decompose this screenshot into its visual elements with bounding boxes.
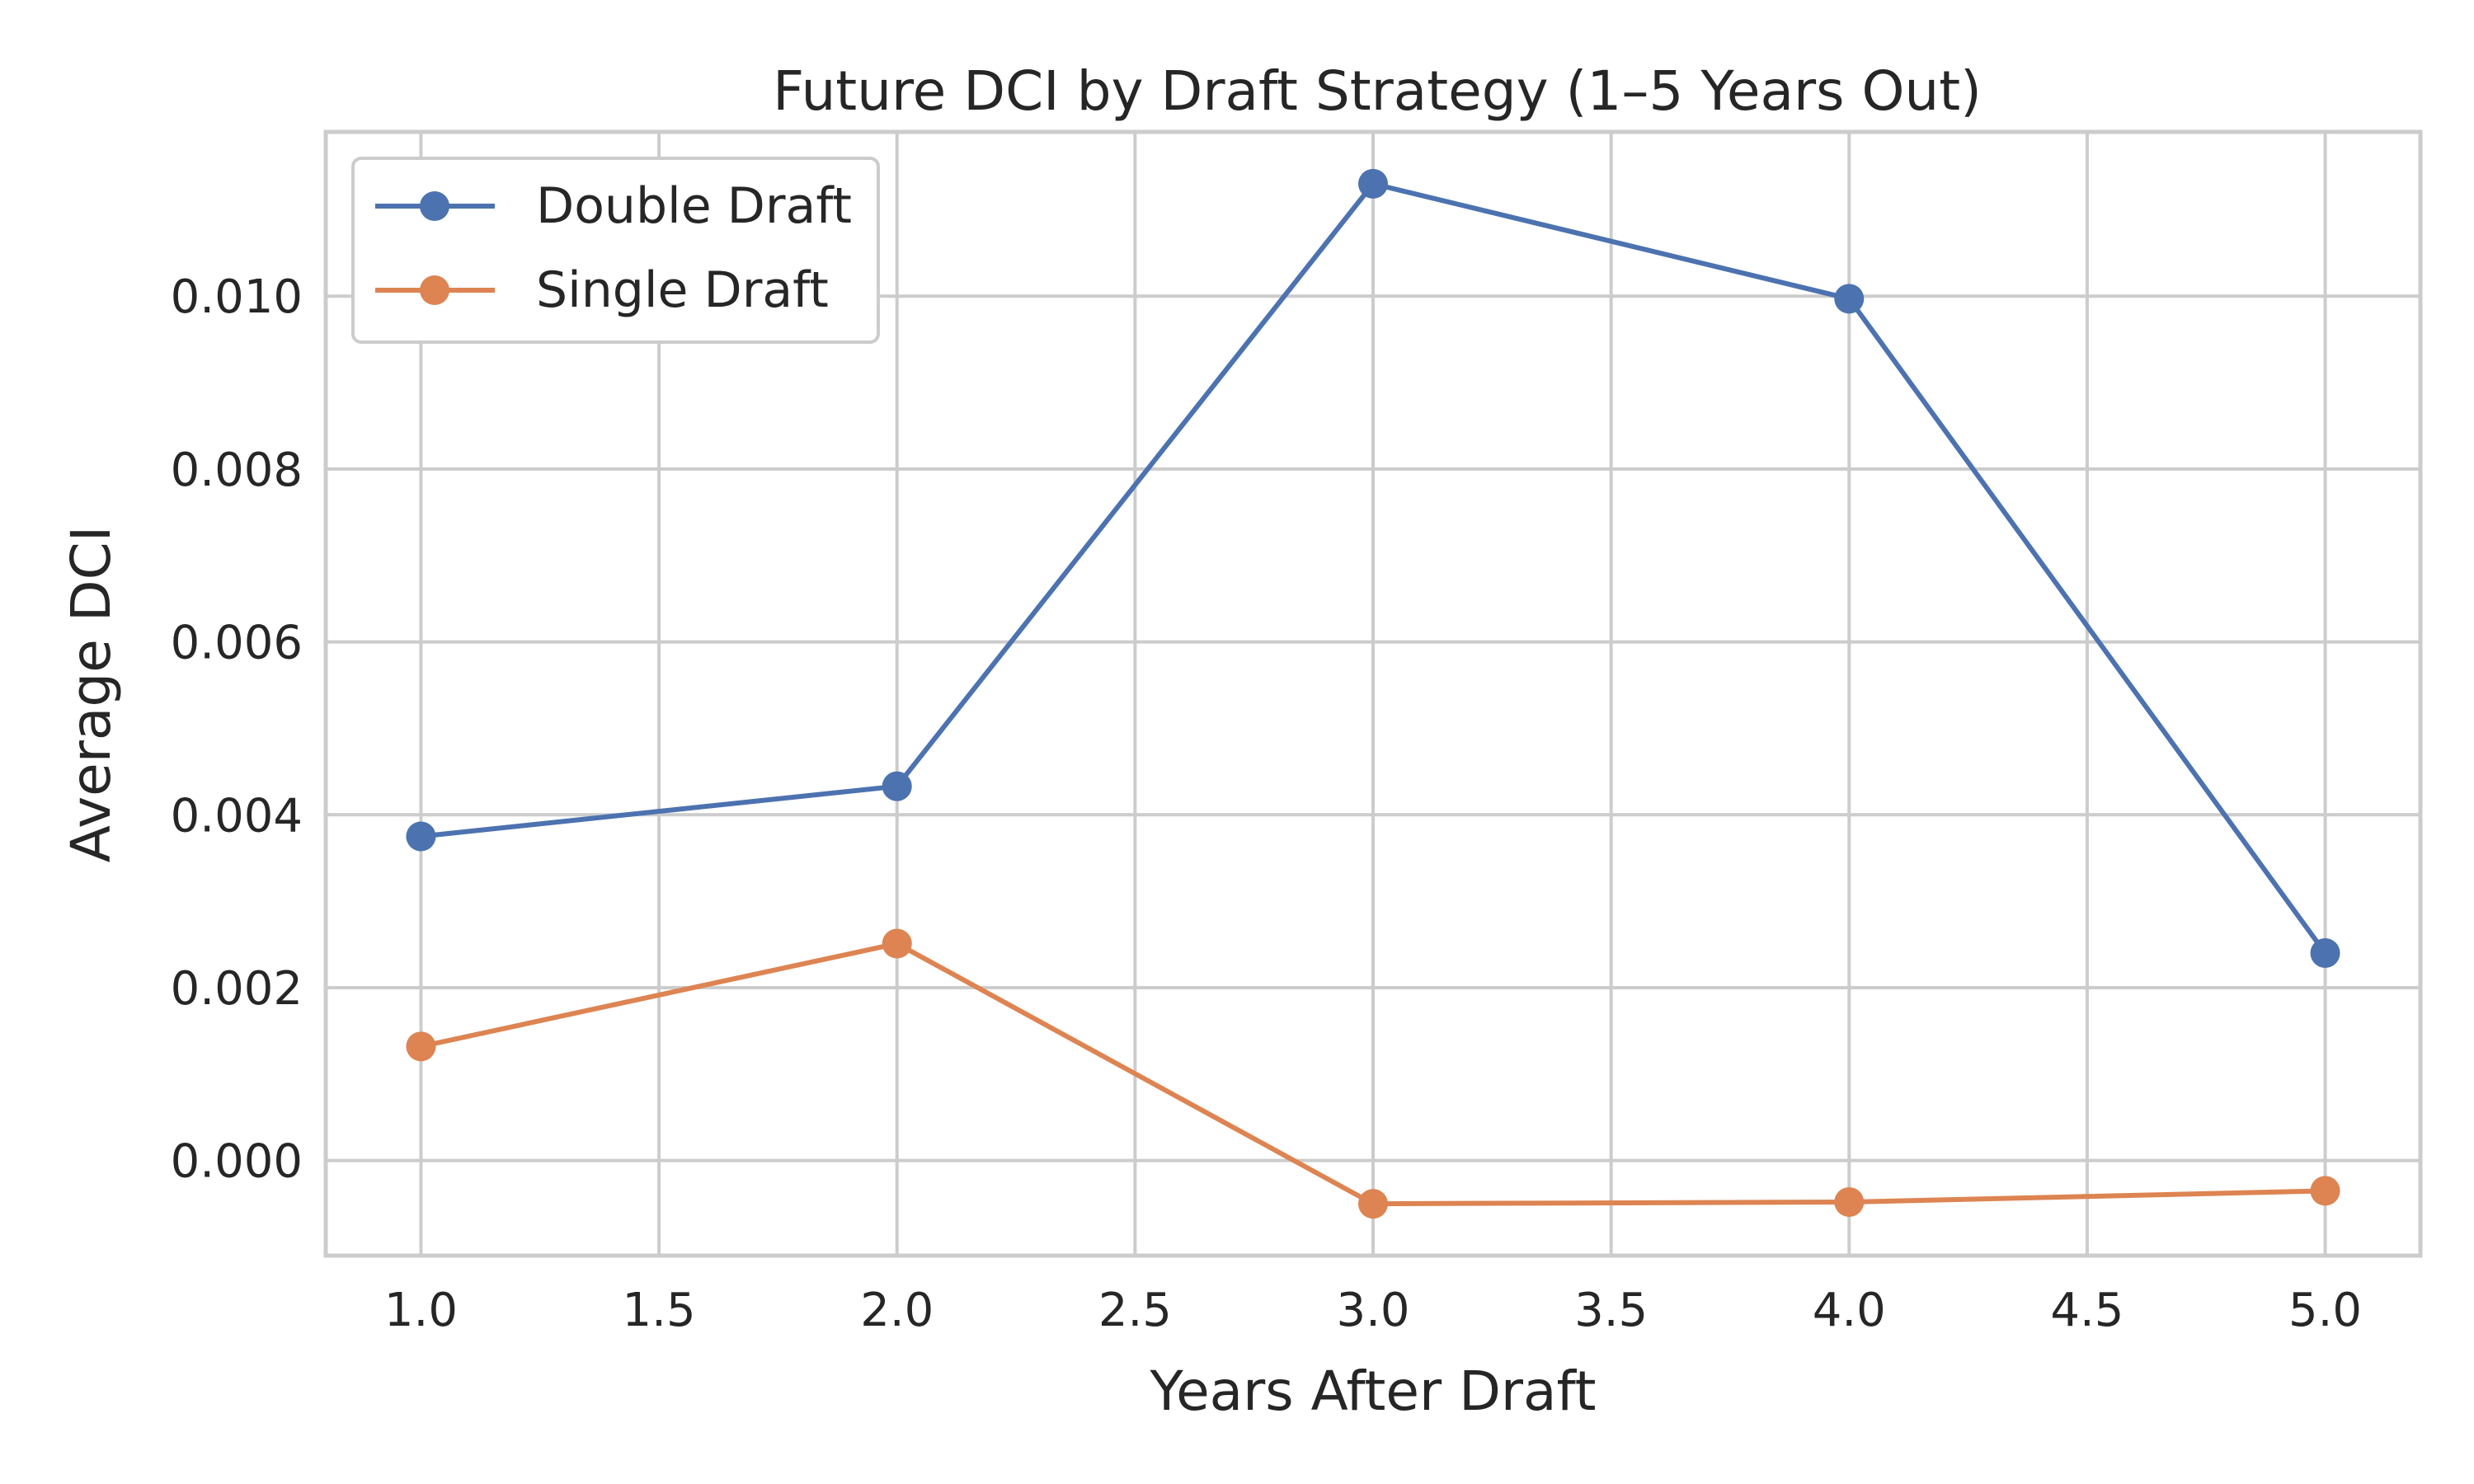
x-tick-label: 5.0 [2288, 1284, 2362, 1337]
series-double-draft [406, 168, 2340, 969]
series-group [406, 168, 2340, 1219]
legend-marker-double-draft [420, 191, 449, 221]
x-tick-label: 1.0 [384, 1284, 458, 1337]
x-tick-label: 4.0 [1813, 1284, 1886, 1337]
y-tick-label: 0.000 [171, 1135, 303, 1189]
tick-labels: 1.0 1.5 2.0 2.5 3.0 3.5 4.0 4.5 5.0 0.000 0.002 0.0… [171, 270, 2362, 1337]
legend-label-double-draft: Double Draft [536, 177, 852, 235]
x-tick-label: 3.0 [1336, 1284, 1409, 1337]
y-tick-label: 0.002 [171, 962, 303, 1016]
y-tick-label: 0.006 [171, 617, 303, 670]
y-tick-label: 0.010 [171, 270, 303, 324]
data-point-double-draft [406, 821, 436, 852]
x-tick-label: 2.0 [860, 1284, 934, 1337]
data-point-single-draft [1358, 1189, 1388, 1219]
y-tick-label: 0.004 [171, 789, 303, 843]
legend-label-single-draft: Single Draft [536, 261, 829, 319]
data-point-single-draft [882, 928, 912, 959]
x-tick-label: 2.5 [1098, 1284, 1172, 1337]
data-point-double-draft [1358, 168, 1388, 199]
series-single-draft [406, 928, 2340, 1219]
data-point-single-draft [406, 1031, 436, 1062]
data-point-double-draft [2310, 938, 2340, 969]
legend-marker-single-draft [420, 275, 449, 305]
x-tick-label: 1.5 [623, 1284, 696, 1337]
data-point-single-draft [1834, 1186, 1865, 1217]
legend: Double Draft Single Draft [351, 157, 880, 344]
grid [326, 132, 2420, 1256]
data-point-double-draft [882, 771, 912, 801]
plot-frame [323, 129, 2423, 1258]
data-point-single-draft [2310, 1176, 2340, 1206]
x-axis-label: Years After Draft [1150, 1360, 1597, 1423]
data-point-double-draft [1834, 284, 1865, 314]
y-tick-label: 0.008 [171, 444, 303, 497]
x-tick-label: 3.5 [1574, 1284, 1648, 1337]
chart-title: Future DCI by Draft Strategy (1–5 Years … [773, 59, 1982, 123]
x-tick-label: 4.5 [2050, 1284, 2124, 1337]
y-axis-label: Average DCI [59, 526, 123, 862]
